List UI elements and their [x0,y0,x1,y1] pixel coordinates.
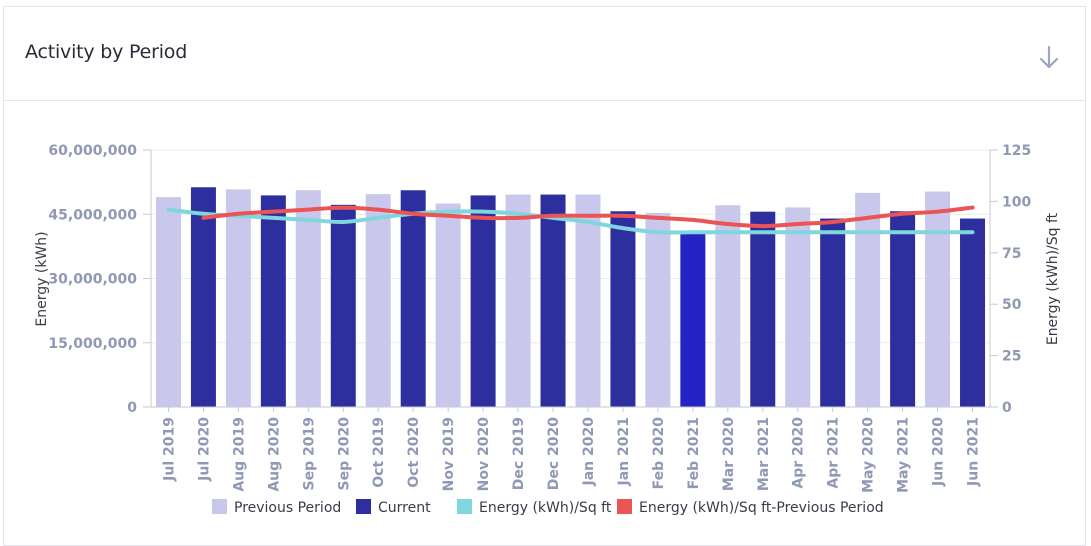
x-tick-label: Jan 2020 [581,417,597,487]
legend-swatch [356,499,371,514]
bar-current [680,232,706,407]
x-tick-label: Aug 2020 [266,417,282,492]
x-tick-label: Dec 2019 [511,417,527,490]
bar-current [820,218,846,407]
bar-current [330,204,356,407]
x-tick-label: Dec 2020 [546,417,562,491]
bar-previous-period [225,189,251,407]
x-tick-label: May 2021 [896,417,912,493]
y-axis-right: 0 25 50 75 100 125 [989,143,1031,416]
x-axis: Jul 2019 Jul 2020 Aug 2019 Aug 2020 Sep 2019… [151,406,990,493]
bar-current [190,187,216,407]
x-tick-label: Mar 2020 [721,417,737,491]
bar-previous-period [645,212,671,407]
x-tick-label: Oct 2020 [406,417,422,488]
bar-current [540,194,566,407]
legend-swatch [617,499,632,514]
x-tick-label: Jan 2021 [616,417,632,486]
lines [166,205,975,235]
x-tick-label: Jul 2020 [196,417,212,482]
x-tick-label: Nov 2019 [441,417,457,491]
bars [155,187,986,407]
y-axis-label-right: Energy (kWh)/Sq ft [1045,212,1061,345]
x-tick-label: Sep 2020 [336,417,352,491]
bar-previous-period [785,207,811,407]
x-tick-label: Jun 2020 [931,417,947,487]
x-tick-label: Sep 2019 [301,417,317,490]
x-tick-label: Apr 2021 [826,417,842,489]
y-tick-label-right: 100 [1002,194,1031,210]
bar-previous-period [435,203,461,407]
line-energy-kwh-sq-ft [166,207,975,235]
legend-label: Current [378,500,431,516]
y-tick-label-right: 25 [1002,349,1021,365]
x-tick-label: Feb 2020 [651,417,667,490]
y-tick-label: 60,000,000 [48,143,137,159]
y-tick-label-right: 125 [1002,143,1031,159]
y-tick-label-right: 0 [1002,400,1012,416]
x-tick-label: Apr 2020 [791,417,807,489]
y-tick-label: 30,000,000 [48,272,137,288]
line-energy-kwh-sq-ft-previous-period [201,205,975,229]
bar-current [890,211,916,407]
legend-label: Energy (kWh)/Sq ft [479,500,612,516]
x-tick-label: Feb 2021 [686,417,702,489]
y-tick-label: 45,000,000 [48,207,137,223]
y-tick-label: 15,000,000 [48,336,137,352]
x-tick-label: Mar 2021 [756,417,772,491]
x-tick-label: Jul 2019 [161,417,177,482]
download-button[interactable] [1038,45,1060,71]
x-tick-label: Nov 2020 [476,417,492,492]
legend-swatch [457,499,472,514]
card-header: Activity by Period [4,7,1085,101]
bar-previous-period [715,205,741,407]
bar-current [960,218,986,407]
bar-previous-period [575,194,601,407]
bar-current [750,211,776,407]
y-tick-label-right: 50 [1002,297,1022,313]
bar-previous-period [295,190,321,407]
legend-swatch [212,499,227,514]
legend-label: Previous Period [234,500,341,516]
legend: Previous Period Current Energy (kWh)/Sq ft… [212,499,884,516]
bar-previous-period [365,194,391,407]
bar-current [260,195,286,407]
bar-previous-period [925,191,951,407]
bar-current [400,190,426,407]
x-tick-label: Jun 2021 [966,417,982,487]
bar-current [610,211,636,407]
card-title: Activity by Period [25,41,188,63]
x-tick-label: Oct 2019 [371,417,387,488]
y-tick-label: 0 [127,400,137,416]
bar-previous-period [505,194,531,407]
bar-current [470,195,496,407]
bar-previous-period [855,192,881,407]
legend-label: Energy (kWh)/Sq ft-Previous Period [639,500,884,516]
y-tick-label-right: 75 [1002,246,1021,262]
x-tick-label: Aug 2019 [231,417,247,492]
arrow-down-icon [1039,45,1059,69]
x-tick-label: May 2020 [861,417,877,493]
y-axis-left: 0 15,000,000 30,000,000 45,000,000 60,000,00… [48,143,152,416]
y-axis-label-left: Energy (kWh) [34,231,50,326]
bar-previous-period [155,197,181,407]
